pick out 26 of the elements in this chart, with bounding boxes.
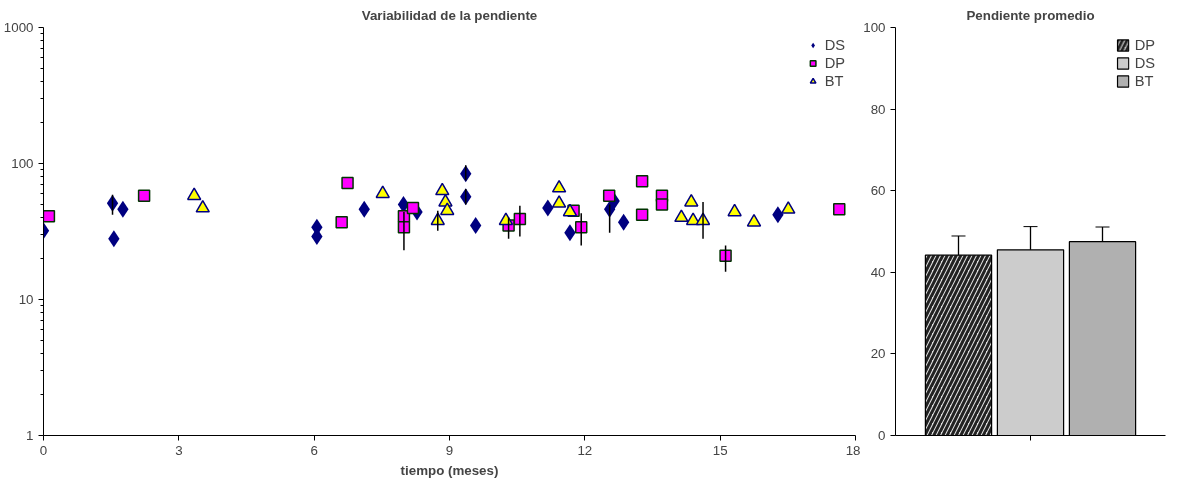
x-tick-label: 3 (175, 442, 183, 458)
y-tick-label: 1 (26, 428, 34, 443)
chart-title: Pendiente promedio (966, 7, 1095, 23)
x-tick-label: 6 (310, 442, 318, 458)
y-tick-label: 100 (11, 156, 34, 171)
x-tick-label: 12 (577, 442, 593, 458)
y-tick-label: 40 (870, 264, 886, 280)
x-tick-label: 15 (712, 442, 728, 458)
legend-label: DP (824, 55, 845, 71)
chart-title: Variabilidad de la pendiente (361, 7, 538, 23)
x-axis-title: tiempo (meses) (400, 462, 499, 478)
y-tick-label: 10 (18, 292, 34, 307)
legend-label: BT (824, 73, 845, 89)
y-tick-label: 100 (863, 20, 886, 35)
x-tick-label: 9 (445, 442, 454, 458)
legend-label: DP (1134, 37, 1155, 53)
y-tick-label: 0 (878, 428, 886, 443)
legend-label: DS (824, 37, 845, 53)
legend-label: DS (1134, 55, 1155, 71)
legend-label: BT (1134, 73, 1155, 89)
y-tick-label: 1000 (3, 20, 34, 35)
y-tick-label: 60 (870, 183, 886, 199)
y-tick-label: 20 (870, 346, 886, 362)
x-tick-label: 0 (39, 442, 48, 458)
y-tick-label: 80 (870, 101, 886, 117)
x-tick-label: 18 (845, 442, 861, 458)
